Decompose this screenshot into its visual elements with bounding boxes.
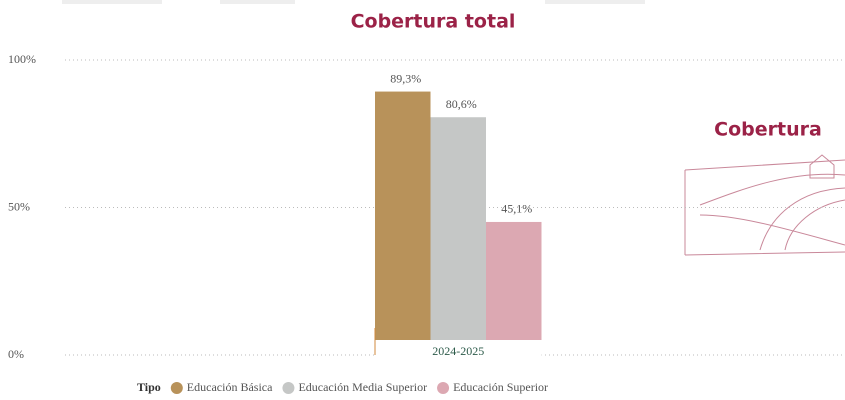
legend-title: Tipo bbox=[137, 380, 161, 394]
bar bbox=[375, 92, 431, 355]
legend-swatch bbox=[171, 382, 183, 394]
value-label: 89,3% bbox=[390, 71, 421, 85]
toolbar-box bbox=[62, 0, 162, 4]
value-label: 80,6% bbox=[446, 97, 477, 111]
chart: Cobertura total Cobertura 0% 50% 100% 89,3%… bbox=[0, 0, 845, 400]
y-tick-label: 50% bbox=[8, 199, 30, 213]
annotation: Cobertura bbox=[714, 119, 822, 141]
cobertura-illustration bbox=[685, 155, 845, 255]
chart-title: Cobertura total bbox=[351, 11, 516, 33]
toolbar-box bbox=[220, 0, 295, 4]
legend-label: Educación Superior bbox=[453, 380, 548, 394]
legend-label: Educación Media Superior bbox=[298, 380, 427, 394]
toolbar-box bbox=[545, 0, 645, 4]
legend-swatch bbox=[437, 382, 449, 394]
y-tick-label: 100% bbox=[8, 52, 36, 66]
bar bbox=[486, 222, 542, 355]
bar bbox=[431, 117, 487, 355]
legend-swatch bbox=[282, 382, 294, 394]
legend-label: Educación Básica bbox=[187, 380, 273, 394]
y-tick-label: 0% bbox=[8, 347, 24, 361]
x-tick-label: 2024-2025 bbox=[432, 344, 484, 358]
value-label: 45,1% bbox=[501, 202, 532, 216]
